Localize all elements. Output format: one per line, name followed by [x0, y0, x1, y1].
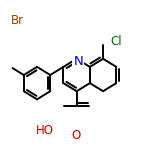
- Text: HO: HO: [35, 124, 53, 137]
- Text: Cl: Cl: [110, 35, 122, 48]
- Text: Br: Br: [11, 14, 24, 27]
- Text: N: N: [73, 55, 83, 68]
- Text: O: O: [72, 129, 81, 142]
